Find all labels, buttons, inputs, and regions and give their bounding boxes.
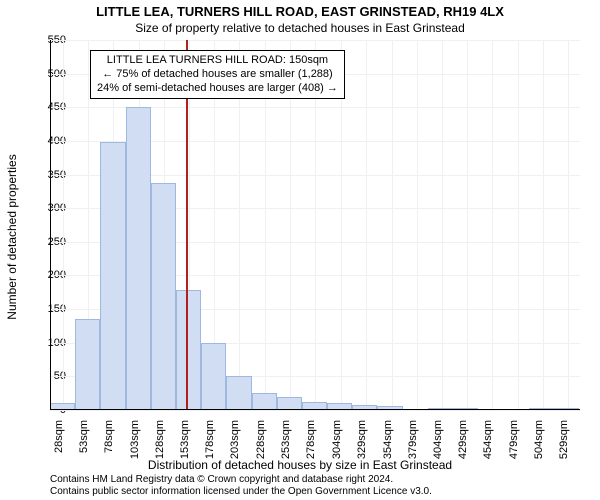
x-tick-label: 379sqm <box>407 420 419 460</box>
x-tick-label: 28sqm <box>53 420 65 460</box>
gridline-v <box>442 40 443 410</box>
x-tick-label: 228sqm <box>255 420 267 460</box>
histogram-bar <box>277 397 302 410</box>
x-axis-label: Distribution of detached houses by size … <box>0 458 600 472</box>
histogram-bar <box>226 376 251 410</box>
gridline-v <box>518 40 519 410</box>
x-tick-label: 504sqm <box>533 420 545 460</box>
gridline-v <box>568 40 569 410</box>
x-tick-label: 404sqm <box>432 420 444 460</box>
gridline-v <box>392 40 393 410</box>
chart-title-main: LITTLE LEA, TURNERS HILL ROAD, EAST GRIN… <box>0 4 600 19</box>
histogram-chart: LITTLE LEA, TURNERS HILL ROAD, EAST GRIN… <box>0 0 600 500</box>
x-tick-label: 454sqm <box>482 420 494 460</box>
histogram-bar <box>126 107 151 410</box>
x-axis-line <box>50 409 580 410</box>
x-tick-label: 479sqm <box>508 420 520 460</box>
histogram-bar <box>176 290 201 410</box>
histogram-bar <box>201 343 226 410</box>
gridline-v <box>366 40 367 410</box>
attribution-line2: Contains public sector information licen… <box>50 486 432 498</box>
histogram-bar <box>100 142 125 410</box>
gridline-h <box>50 410 580 411</box>
attribution-text: Contains HM Land Registry data © Crown c… <box>50 474 432 498</box>
chart-title-sub: Size of property relative to detached ho… <box>0 21 600 35</box>
annotation-box: LITTLE LEA TURNERS HILL ROAD: 150sqm ← 7… <box>90 50 345 99</box>
annotation-line2: ← 75% of detached houses are smaller (1,… <box>97 68 338 82</box>
x-tick-label: 304sqm <box>331 420 343 460</box>
x-tick-label: 354sqm <box>382 420 394 460</box>
histogram-bar <box>151 183 176 410</box>
x-tick-label: 128sqm <box>154 420 166 460</box>
x-tick-label: 253sqm <box>280 420 292 460</box>
y-axis-label: Number of detached properties <box>5 137 19 337</box>
plot-area: LITTLE LEA TURNERS HILL ROAD: 150sqm ← 7… <box>50 40 580 410</box>
y-axis-line <box>50 40 51 410</box>
histogram-bar <box>75 319 100 410</box>
gridline-v <box>543 40 544 410</box>
x-tick-label: 529sqm <box>558 420 570 460</box>
x-tick-label: 178sqm <box>204 420 216 460</box>
annotation-line3: 24% of semi-detached houses are larger (… <box>97 82 338 96</box>
x-tick-label: 429sqm <box>457 420 469 460</box>
gridline-v <box>63 40 64 410</box>
x-tick-label: 278sqm <box>305 420 317 460</box>
x-tick-label: 203sqm <box>229 420 241 460</box>
gridline-v <box>417 40 418 410</box>
gridline-v <box>492 40 493 410</box>
attribution-line1: Contains HM Land Registry data © Crown c… <box>50 474 432 486</box>
gridline-v <box>467 40 468 410</box>
x-tick-label: 329sqm <box>356 420 368 460</box>
histogram-bar <box>252 393 277 410</box>
x-tick-label: 53sqm <box>78 420 90 460</box>
x-tick-label: 153sqm <box>179 420 191 460</box>
x-tick-label: 78sqm <box>103 420 115 460</box>
annotation-line1: LITTLE LEA TURNERS HILL ROAD: 150sqm <box>97 54 338 68</box>
x-tick-label: 103sqm <box>129 420 141 460</box>
